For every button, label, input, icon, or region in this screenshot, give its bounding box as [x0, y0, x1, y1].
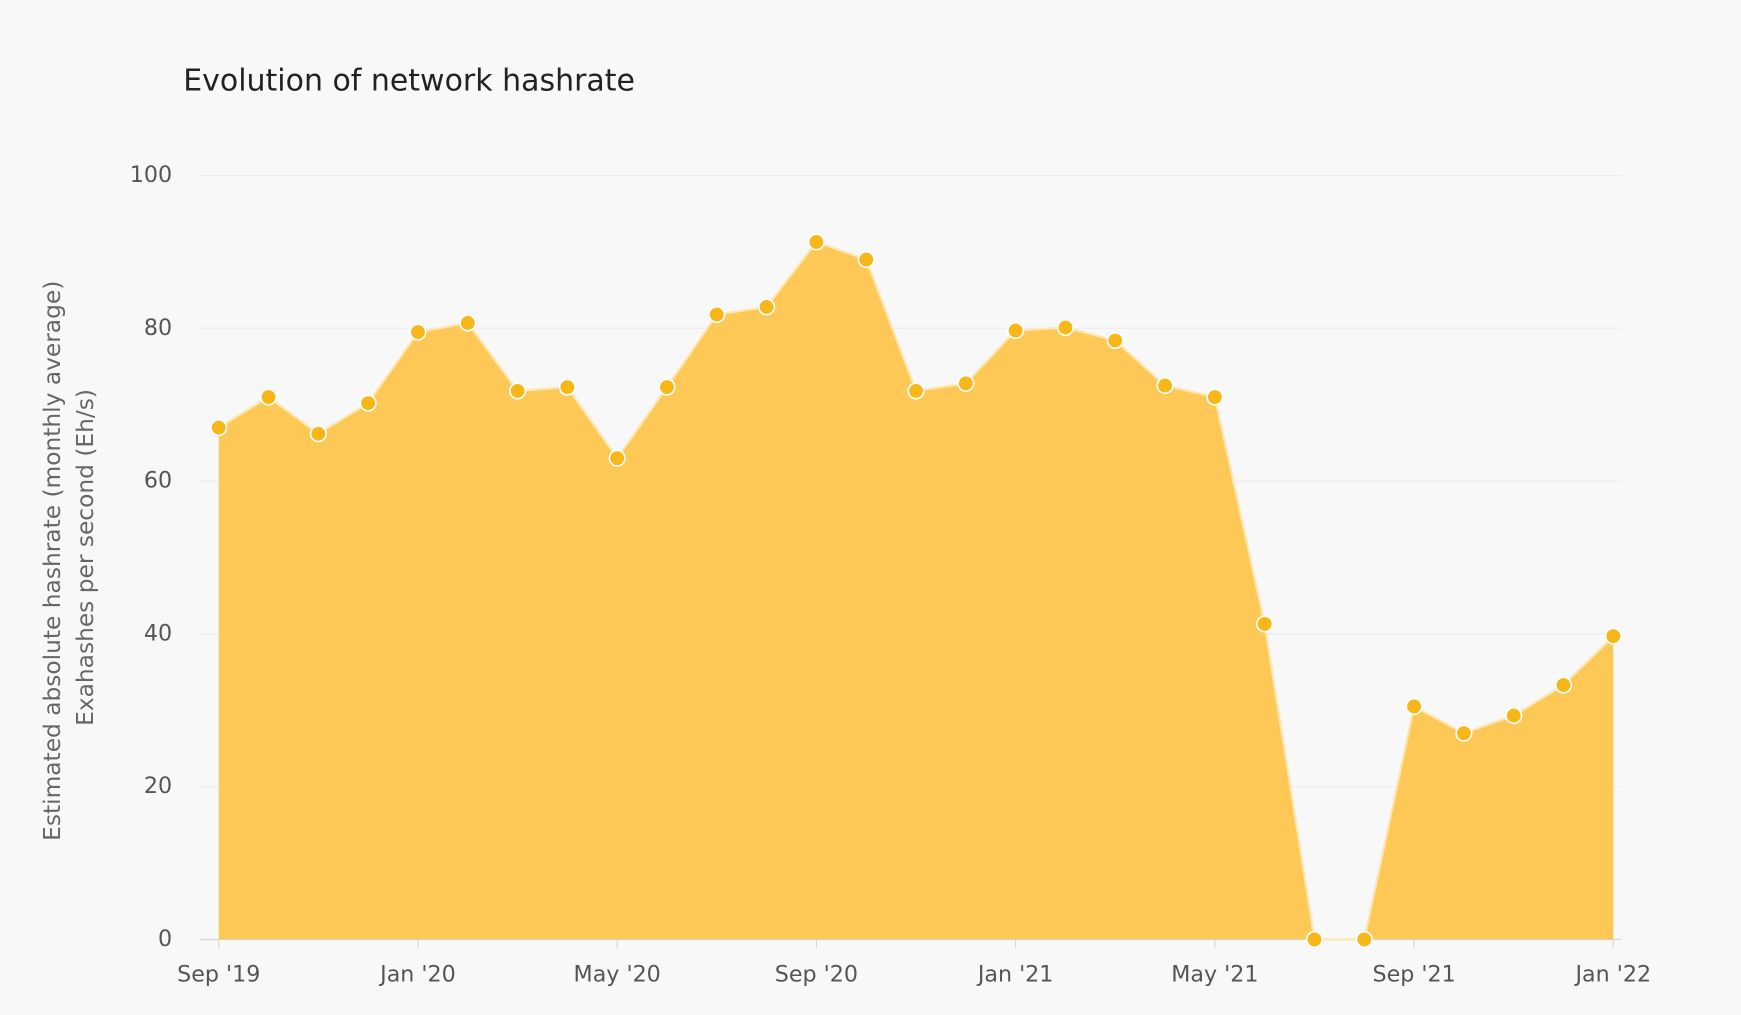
point: [1305, 930, 1324, 949]
point: [409, 323, 427, 341]
x-tick-label: Sep '19: [177, 961, 260, 987]
point: [558, 378, 576, 396]
point: [1355, 930, 1373, 949]
point: [857, 250, 875, 269]
y-axis-label: Exahashes per second (Eh/s): [72, 389, 99, 726]
y-tick-label: 60: [144, 468, 172, 494]
point: [1256, 615, 1274, 633]
y-axis-label: Estimated absolute hashrate (monthly ave…: [39, 281, 66, 841]
x-tick-label: Jan '21: [976, 961, 1054, 987]
point: [309, 425, 327, 443]
point: [1007, 321, 1025, 340]
point: [359, 394, 377, 412]
x-tick-label: May '21: [1171, 961, 1258, 987]
x-tick-label: Jan '20: [378, 961, 456, 987]
point: [1604, 627, 1622, 645]
point: [1106, 331, 1124, 350]
point: [459, 314, 477, 332]
point: [1554, 676, 1573, 694]
y-tick-label: 40: [144, 620, 172, 646]
point: [907, 382, 925, 400]
y-tick-label: 100: [130, 162, 172, 188]
y-tick-label: 80: [144, 315, 172, 341]
x-tick-label: Sep '20: [775, 961, 858, 987]
point: [508, 382, 527, 400]
point: [259, 388, 278, 406]
point: [1056, 318, 1075, 337]
point: [608, 449, 626, 467]
point: [1455, 724, 1473, 742]
x-tick-label: Sep '21: [1372, 961, 1455, 987]
point: [1405, 697, 1423, 716]
point: [658, 378, 676, 396]
point: [1505, 706, 1523, 725]
point: [1156, 376, 1174, 395]
point: [757, 298, 776, 316]
x-tick-label: Jan '22: [1574, 961, 1652, 987]
point: [708, 305, 726, 324]
point: [1206, 388, 1224, 406]
point: [807, 233, 826, 251]
area: [218, 241, 1614, 940]
y-tick-label: 20: [144, 773, 172, 799]
y-tick-label: 0: [158, 926, 172, 952]
x-tick-label: May '20: [574, 961, 661, 987]
point: [957, 374, 975, 392]
point: [210, 418, 228, 437]
chart-title: Evolution of network hashrate: [183, 64, 635, 99]
